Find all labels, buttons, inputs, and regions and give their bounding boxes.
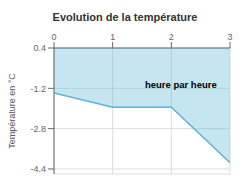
svg-text:heure par heure: heure par heure [145, 79, 217, 90]
svg-text:-1.2: -1.2 [30, 84, 46, 94]
svg-text:Température en °C: Température en °C [8, 73, 17, 149]
svg-text:3: 3 [227, 32, 232, 42]
html-text:Evolution de la température: Evolution de la température [52, 11, 198, 23]
svg-text:1: 1 [110, 32, 115, 42]
svg-text:0.4: 0.4 [33, 43, 46, 53]
svg-text:-4.4: -4.4 [30, 164, 46, 174]
svg-text:2: 2 [169, 32, 174, 42]
svg-text:-2.8: -2.8 [30, 124, 46, 134]
svg-text:0: 0 [51, 32, 56, 42]
